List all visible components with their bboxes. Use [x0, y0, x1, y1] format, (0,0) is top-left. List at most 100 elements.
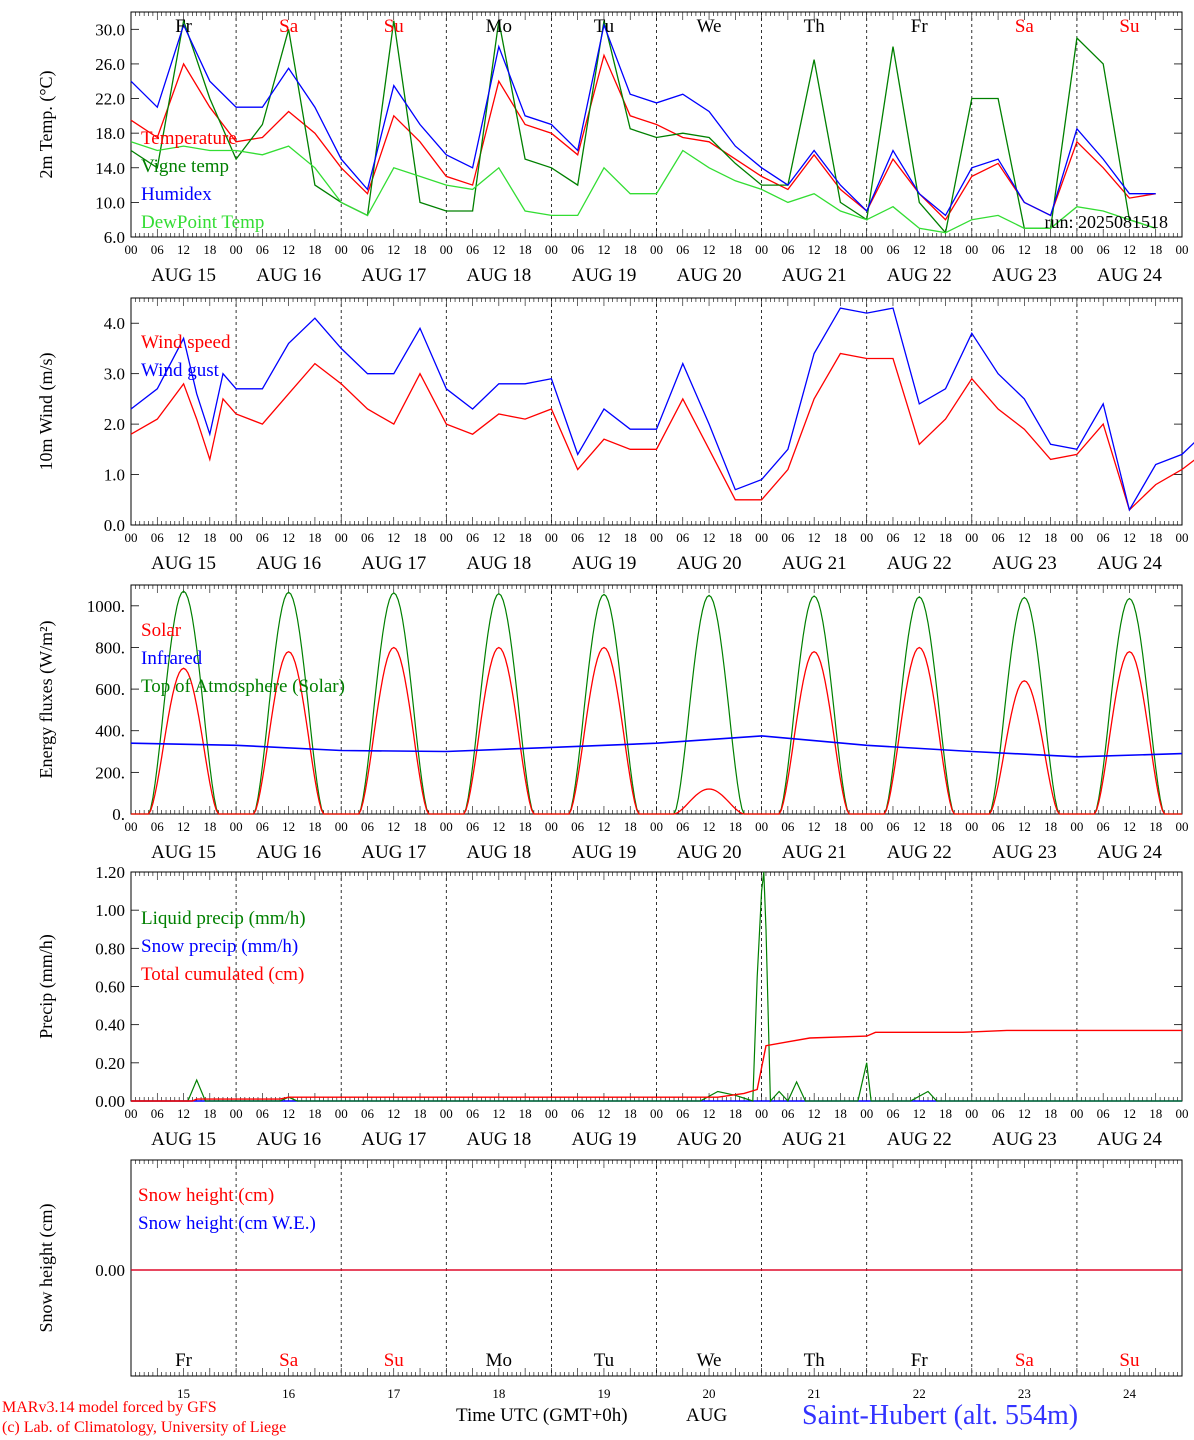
temperature-hour-label: 00	[1176, 242, 1189, 257]
wind-hour-label: 00	[440, 530, 453, 545]
temperature-hour-label: 06	[992, 242, 1006, 257]
temperature-hour-label: 18	[1044, 242, 1057, 257]
temperature-hour-label: 00	[755, 242, 768, 257]
energy-hour-label: 18	[1149, 819, 1162, 834]
precip-hour-label: 00	[545, 1106, 558, 1121]
snow-weekday-label: Th	[804, 1350, 826, 1371]
energy-hour-label: 12	[597, 819, 610, 834]
precip-hour-label: 06	[361, 1106, 375, 1121]
temperature-hour-label: 12	[177, 242, 190, 257]
temperature-hour-label: 06	[886, 242, 900, 257]
wind-hour-label: 12	[808, 530, 821, 545]
wind-hour-label: 12	[282, 530, 295, 545]
energy-hour-label: 00	[440, 819, 453, 834]
precip-hour-label: 18	[1044, 1106, 1057, 1121]
precip-legend-entry: Liquid precip (mm/h)	[141, 908, 306, 929]
wind-hour-label: 00	[1176, 530, 1189, 545]
temperature-hour-label: 18	[1149, 242, 1162, 257]
temperature-y-tick-label: 18.0	[95, 124, 125, 143]
temperature-hour-label: 00	[650, 242, 663, 257]
energy-hour-label: 18	[308, 819, 321, 834]
energy-legend-entry: Infrared	[141, 648, 203, 669]
energy-hour-label: 06	[676, 819, 690, 834]
temperature-hour-label: 12	[913, 242, 926, 257]
wind-hour-label: 12	[387, 530, 400, 545]
temperature-series-line	[130, 20, 1156, 235]
temperature-hour-label: 18	[624, 242, 637, 257]
temperature-date-label: AUG 20	[677, 265, 742, 286]
energy-hour-label: 06	[466, 819, 480, 834]
wind-hour-label: 00	[335, 530, 348, 545]
energy-hour-label: 12	[1123, 819, 1136, 834]
precip-date-label: AUG 19	[571, 1129, 636, 1150]
precip-date-label: AUG 18	[466, 1129, 531, 1150]
precip-hour-label: 18	[1149, 1106, 1162, 1121]
wind-hour-label: 18	[519, 530, 532, 545]
snow-day-number: 17	[387, 1386, 401, 1401]
wind-y-tick-label: 3.0	[104, 365, 125, 384]
energy-hour-label: 06	[992, 819, 1006, 834]
temperature-weekday-label: Fr	[911, 16, 929, 37]
wind-date-label: AUG 24	[1097, 553, 1162, 574]
precip-hour-label: 12	[1018, 1106, 1031, 1121]
lab-credit: (c) Lab. of Climatology, University of L…	[2, 1419, 287, 1436]
precip-hour-label: 06	[571, 1106, 585, 1121]
snow-day-number: 20	[703, 1386, 716, 1401]
temperature-hour-label: 00	[1070, 242, 1083, 257]
precip-date-label: AUG 22	[887, 1129, 952, 1150]
wind-date-label: AUG 19	[571, 553, 636, 574]
precip-hour-label: 06	[256, 1106, 270, 1121]
precip-hour-label: 18	[203, 1106, 216, 1121]
temperature-weekday-label: Sa	[279, 16, 299, 37]
wind-hour-label: 00	[125, 530, 138, 545]
wind-legend-entry: Wind speed	[141, 332, 231, 353]
temperature-series-line	[130, 141, 1156, 234]
energy-hour-label: 00	[860, 819, 873, 834]
energy-y-tick-label: 400.	[95, 722, 125, 741]
temperature-hour-label: 00	[440, 242, 453, 257]
wind-y-tick-label: 4.0	[104, 314, 125, 333]
precip-hour-label: 00	[440, 1106, 453, 1121]
wind-hour-label: 06	[361, 530, 375, 545]
precip-hour-label: 12	[808, 1106, 821, 1121]
temperature-y-tick-label: 6.0	[104, 228, 125, 247]
temperature-date-label: AUG 22	[887, 265, 952, 286]
precip-hour-label: 00	[755, 1106, 768, 1121]
temperature-weekday-label: Sa	[1015, 16, 1035, 37]
snow-day-number: 16	[282, 1386, 296, 1401]
energy-hour-label: 12	[703, 819, 716, 834]
snow-weekday-label: Mo	[486, 1350, 512, 1371]
wind-hour-label: 18	[1044, 530, 1057, 545]
precip-hour-label: 06	[781, 1106, 795, 1121]
wind-hour-label: 12	[913, 530, 926, 545]
energy-hour-label: 06	[571, 819, 585, 834]
temperature-hour-label: 12	[703, 242, 716, 257]
snow-legend-entry: Snow height (cm)	[138, 1185, 274, 1206]
energy-hour-label: 18	[203, 819, 216, 834]
wind-series-line	[130, 352, 1194, 512]
wind-date-label: AUG 22	[887, 553, 952, 574]
temperature-hour-label: 00	[965, 242, 978, 257]
snow-y-tick-label: 0.00	[95, 1261, 125, 1280]
wind-date-label: AUG 17	[361, 553, 426, 574]
temperature-hour-label: 18	[729, 242, 742, 257]
precip-hour-label: 12	[492, 1106, 505, 1121]
energy-hour-label: 00	[755, 819, 768, 834]
wind-hour-label: 12	[597, 530, 610, 545]
energy-hour-label: 12	[282, 819, 295, 834]
wind-date-label: AUG 15	[151, 553, 216, 574]
energy-hour-label: 18	[834, 819, 847, 834]
temperature-series-line	[130, 22, 1156, 217]
wind-hour-label: 18	[729, 530, 742, 545]
precip-date-label: AUG 20	[677, 1129, 742, 1150]
temperature-run-annotation: run: 2025081518	[1045, 212, 1169, 232]
precip-hour-label: 12	[703, 1106, 716, 1121]
precip-hour-label: 06	[466, 1106, 480, 1121]
temperature-hour-label: 00	[545, 242, 558, 257]
energy-hour-label: 06	[256, 819, 270, 834]
temperature-date-label: AUG 19	[571, 265, 636, 286]
temperature-hour-label: 18	[834, 242, 847, 257]
precip-hour-label: 18	[414, 1106, 427, 1121]
temperature-weekday-label: Su	[1119, 16, 1140, 37]
